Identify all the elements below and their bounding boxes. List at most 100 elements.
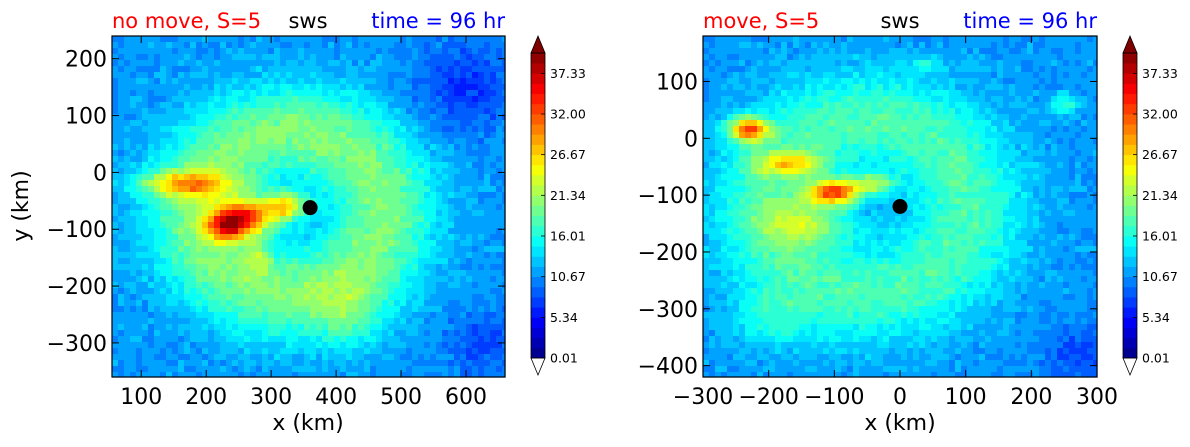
field-cell bbox=[388, 210, 395, 217]
field-cell bbox=[1003, 60, 1010, 67]
field-cell bbox=[496, 228, 503, 235]
field-cell bbox=[232, 348, 239, 355]
field-cell bbox=[148, 216, 155, 223]
field-cell bbox=[931, 126, 938, 133]
field-cell bbox=[901, 90, 908, 97]
field-cell bbox=[817, 120, 824, 127]
field-cell bbox=[883, 96, 890, 103]
field-cell bbox=[496, 216, 503, 223]
field-cell bbox=[901, 72, 908, 79]
field-cell bbox=[202, 318, 209, 325]
field-cell bbox=[412, 180, 419, 187]
field-cell bbox=[937, 54, 944, 61]
field-cell bbox=[178, 240, 185, 247]
field-cell bbox=[967, 96, 974, 103]
field-cell bbox=[847, 102, 854, 109]
field-cell bbox=[865, 102, 872, 109]
field-cell bbox=[184, 72, 191, 79]
field-cell bbox=[877, 120, 884, 127]
panel-right-contour-field bbox=[703, 36, 1098, 378]
field-cell bbox=[424, 192, 431, 199]
field-cell bbox=[484, 84, 491, 91]
field-cell bbox=[490, 234, 497, 241]
field-cell bbox=[226, 132, 233, 139]
field-cell bbox=[112, 72, 119, 79]
field-cell bbox=[298, 72, 305, 79]
field-cell bbox=[877, 108, 884, 115]
field-cell bbox=[769, 60, 776, 67]
field-cell bbox=[298, 192, 305, 199]
field-cell bbox=[112, 180, 119, 187]
field-cell bbox=[124, 156, 131, 163]
field-cell bbox=[496, 138, 503, 145]
field-cell bbox=[490, 90, 497, 97]
field-cell bbox=[364, 282, 371, 289]
field-cell bbox=[256, 246, 263, 253]
field-cell bbox=[310, 156, 317, 163]
field-cell bbox=[418, 138, 425, 145]
field-cell bbox=[142, 156, 149, 163]
field-cell bbox=[973, 60, 980, 67]
field-cell bbox=[919, 78, 926, 85]
field-cell bbox=[370, 240, 377, 247]
field-cell bbox=[202, 204, 209, 211]
field-cell bbox=[154, 192, 161, 199]
colorbar-level bbox=[531, 124, 545, 135]
field-cell bbox=[1063, 36, 1070, 43]
colorbar-level bbox=[531, 154, 545, 166]
field-cell bbox=[370, 96, 377, 103]
field-cell bbox=[436, 186, 443, 193]
field-cell bbox=[262, 42, 269, 49]
field-cell bbox=[136, 252, 143, 259]
field-cell bbox=[907, 60, 914, 67]
field-cell bbox=[1081, 60, 1088, 67]
field-cell bbox=[502, 90, 506, 97]
field-cell bbox=[949, 102, 956, 109]
field-cell bbox=[292, 168, 299, 175]
field-cell bbox=[298, 48, 305, 55]
field-cell bbox=[466, 216, 473, 223]
field-cell bbox=[847, 36, 854, 43]
field-cell bbox=[376, 354, 383, 361]
field-cell bbox=[949, 120, 956, 127]
field-cell bbox=[376, 174, 383, 181]
field-cell bbox=[202, 198, 209, 205]
field-cell bbox=[448, 342, 455, 349]
field-cell bbox=[1009, 66, 1016, 73]
field-cell bbox=[478, 336, 485, 343]
field-cell bbox=[763, 126, 770, 133]
field-cell bbox=[769, 66, 776, 73]
field-cell bbox=[136, 192, 143, 199]
field-cell bbox=[454, 252, 461, 259]
field-cell bbox=[937, 72, 944, 79]
field-cell bbox=[466, 120, 473, 127]
field-cell bbox=[118, 348, 125, 355]
y-tick-label: 100 bbox=[65, 105, 107, 130]
field-cell bbox=[262, 66, 269, 73]
field-cell bbox=[466, 78, 473, 85]
field-cell bbox=[418, 96, 425, 103]
field-cell bbox=[466, 132, 473, 139]
field-cell bbox=[196, 78, 203, 85]
field-cell bbox=[787, 48, 794, 55]
field-cell bbox=[172, 216, 179, 223]
field-cell bbox=[817, 54, 824, 61]
field-cell bbox=[130, 120, 137, 127]
field-cell bbox=[274, 330, 281, 337]
field-cell bbox=[997, 132, 1004, 139]
field-cell bbox=[709, 78, 716, 85]
field-cell bbox=[334, 156, 341, 163]
field-cell bbox=[703, 114, 710, 121]
field-cell bbox=[268, 264, 275, 271]
field-cell bbox=[436, 294, 443, 301]
field-cell bbox=[394, 252, 401, 259]
field-cell bbox=[901, 60, 908, 67]
field-cell bbox=[442, 228, 449, 235]
field-cell bbox=[268, 360, 275, 367]
field-cell bbox=[901, 132, 908, 139]
field-cell bbox=[709, 114, 716, 121]
field-cell bbox=[418, 192, 425, 199]
field-cell bbox=[1093, 48, 1098, 55]
field-cell bbox=[1063, 126, 1070, 133]
field-cell bbox=[226, 120, 233, 127]
